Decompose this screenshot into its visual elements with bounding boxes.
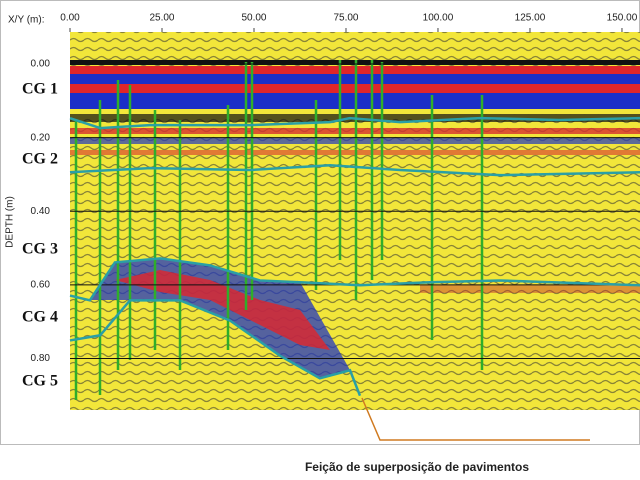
layer-label: CG 1 [22, 81, 58, 98]
x-axis-label: X/Y (m): [8, 15, 44, 26]
x-tick-label: 50.00 [241, 13, 266, 24]
layer-boundary [69, 163, 640, 177]
y-axis-label: DEPTH (m) [5, 196, 16, 248]
layer-boundary [69, 257, 640, 302]
x-tick-label: 25.00 [149, 13, 174, 24]
layer-label: CG 3 [22, 241, 58, 258]
radargram [70, 32, 640, 410]
x-tick-label: 150.00 [607, 13, 638, 24]
layer-label: CG 5 [22, 373, 58, 390]
y-tick-label: 0.60 [31, 279, 51, 290]
layer-boundary [69, 116, 640, 130]
leader-line [361, 397, 590, 441]
x-tick-label: 75.00 [333, 13, 358, 24]
y-tick-label: 0.20 [31, 132, 51, 143]
x-tick-label: 100.00 [423, 13, 454, 24]
layer-boundary [69, 299, 362, 397]
y-tick-label: 0.80 [31, 353, 51, 364]
layer-label: CG 4 [22, 309, 58, 326]
x-tick-label: 125.00 [515, 13, 546, 24]
y-tick-label: 0.40 [31, 206, 51, 217]
x-tick-label: 0.00 [60, 13, 80, 24]
annotation: Feição de superposição de pavimentos [305, 460, 529, 474]
layer-label: CG 2 [22, 151, 58, 168]
y-tick-label: 0.00 [31, 59, 51, 70]
